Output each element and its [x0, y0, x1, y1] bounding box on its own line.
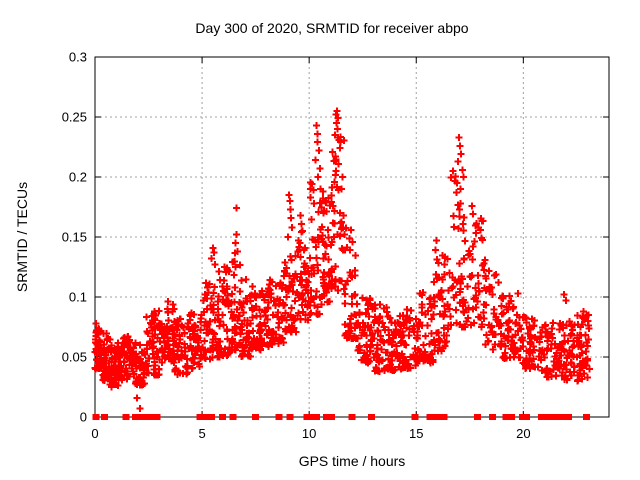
zero-value-marker [583, 414, 590, 420]
y-tick-label: 0.2 [69, 170, 87, 185]
chart-title: Day 300 of 2020, SRMTID for receiver abp… [195, 20, 469, 36]
zero-value-marker [508, 414, 515, 420]
zero-value-marker [440, 414, 448, 420]
zero-value-marker [122, 414, 130, 420]
zero-value-markers [92, 414, 590, 420]
zero-value-marker [328, 414, 335, 420]
zero-value-marker [323, 414, 330, 420]
zero-value-marker [541, 414, 549, 420]
zero-value-marker [92, 414, 100, 420]
zero-value-marker [553, 414, 560, 420]
zero-value-marker [489, 414, 496, 420]
y-tick-label: 0.05 [62, 350, 87, 365]
zero-value-marker [313, 414, 320, 420]
zero-value-marker [558, 414, 566, 420]
zero-value-marker [523, 414, 530, 420]
x-axis-title: GPS time / hours [298, 453, 406, 469]
x-tick-labels: 0 5 10 15 20 [91, 426, 530, 441]
x-tick-label: 5 [198, 426, 205, 441]
y-tick-label: 0.1 [69, 290, 87, 305]
zero-value-marker [203, 414, 210, 420]
zero-value-marker [286, 414, 294, 420]
zero-value-marker [436, 414, 444, 420]
zero-value-marker [348, 414, 356, 420]
zero-value-marker [147, 414, 154, 420]
zero-value-marker [565, 414, 572, 420]
y-tick-label: 0.15 [62, 230, 87, 245]
zero-value-marker [153, 414, 161, 420]
zero-value-marker [474, 414, 481, 420]
y-tick-label: 0.3 [69, 50, 87, 65]
zero-value-marker [138, 414, 146, 420]
x-tick-label: 10 [302, 426, 316, 441]
zero-value-marker [426, 414, 434, 420]
zero-value-marker [275, 414, 283, 420]
y-tick-label: 0 [80, 410, 87, 425]
y-axis-title: SRMTID / TECUs [14, 181, 30, 293]
x-tick-label: 15 [409, 426, 423, 441]
x-tick-label: 0 [91, 426, 98, 441]
zero-value-marker [229, 414, 237, 420]
zero-value-marker [252, 414, 259, 420]
x-tick-label: 20 [516, 426, 530, 441]
zero-value-marker [208, 414, 215, 420]
zero-value-marker [368, 414, 375, 420]
zero-value-marker [101, 414, 108, 420]
zero-value-marker [547, 414, 555, 420]
zero-value-marker [431, 414, 438, 420]
zero-value-marker [502, 414, 510, 420]
zero-value-marker [411, 414, 419, 420]
y-tick-labels: 0 0.05 0.1 0.15 0.2 0.25 0.3 [62, 50, 87, 425]
y-tick-label: 0.25 [62, 110, 87, 125]
zero-value-marker [132, 414, 139, 420]
zero-value-marker [519, 414, 526, 420]
zero-value-marker [219, 414, 226, 420]
scatter-points [91, 107, 593, 412]
zero-value-marker [196, 414, 204, 420]
